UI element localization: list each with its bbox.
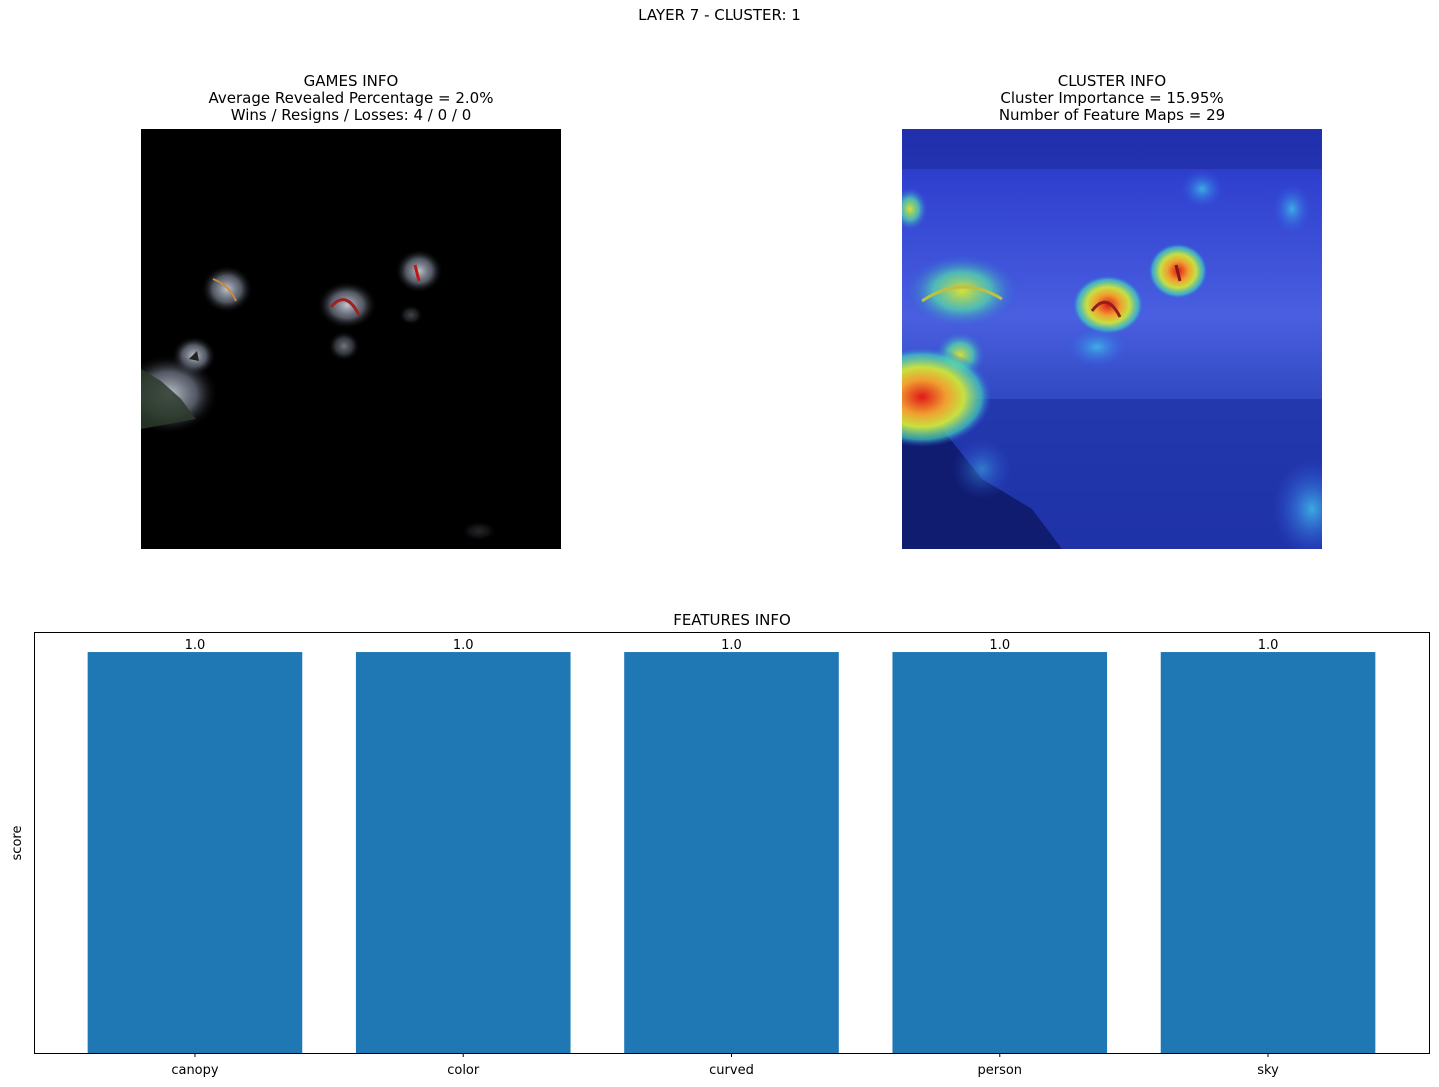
- cluster-info-feature-maps: Number of Feature Maps = 29: [998, 106, 1226, 124]
- bar-curved: [624, 652, 839, 1053]
- games-info-record: Wins / Resigns / Losses: 4 / 0 / 0: [230, 106, 472, 124]
- chart-title: FEATURES INFO: [673, 611, 791, 629]
- x-ticks-group: canopy color curved person sky: [171, 1053, 1279, 1078]
- figure-title: LAYER 7 - CLUSTER: 1: [638, 6, 801, 24]
- x-tick-label-canopy: canopy: [171, 1063, 219, 1078]
- cluster-info-importance: Cluster Importance = 15.95%: [1000, 89, 1224, 107]
- value-labels-group: 1.0 1.0 1.0 1.0 1.0: [185, 638, 1279, 653]
- bar-person: [892, 652, 1108, 1053]
- revealed-image: [141, 129, 561, 549]
- cluster-info-title: CLUSTER INFO: [1057, 72, 1167, 90]
- x-tick-label-curved: curved: [709, 1063, 754, 1078]
- cluster-info-title-block: CLUSTER INFO Cluster Importance = 15.95%…: [902, 73, 1322, 124]
- value-label-canopy: 1.0: [185, 638, 206, 653]
- value-label-color: 1.0: [453, 638, 474, 653]
- y-axis-label: score: [10, 826, 25, 861]
- games-info-title-block: GAMES INFO Average Revealed Percentage =…: [141, 73, 561, 124]
- bar-color: [355, 652, 571, 1053]
- bar-sky: [1160, 652, 1376, 1053]
- value-label-curved: 1.0: [721, 638, 742, 653]
- plot-frame: [34, 632, 1430, 1054]
- bar-canopy: [87, 652, 303, 1053]
- games-info-title: GAMES INFO: [303, 72, 399, 90]
- value-label-sky: 1.0: [1258, 638, 1279, 653]
- value-label-person: 1.0: [989, 638, 1010, 653]
- features-bar-chart: 1.0 1.0 1.0 1.0 1.0 canopy color curved person s…: [10, 632, 1430, 1078]
- x-tick-label-person: person: [977, 1063, 1022, 1078]
- x-tick-label-sky: sky: [1257, 1063, 1279, 1078]
- x-tick-label-color: color: [447, 1063, 480, 1078]
- cluster-heatmap-image: [902, 129, 1322, 549]
- games-info-revealed: Average Revealed Percentage = 2.0%: [208, 89, 494, 107]
- bars-group: [87, 652, 1376, 1053]
